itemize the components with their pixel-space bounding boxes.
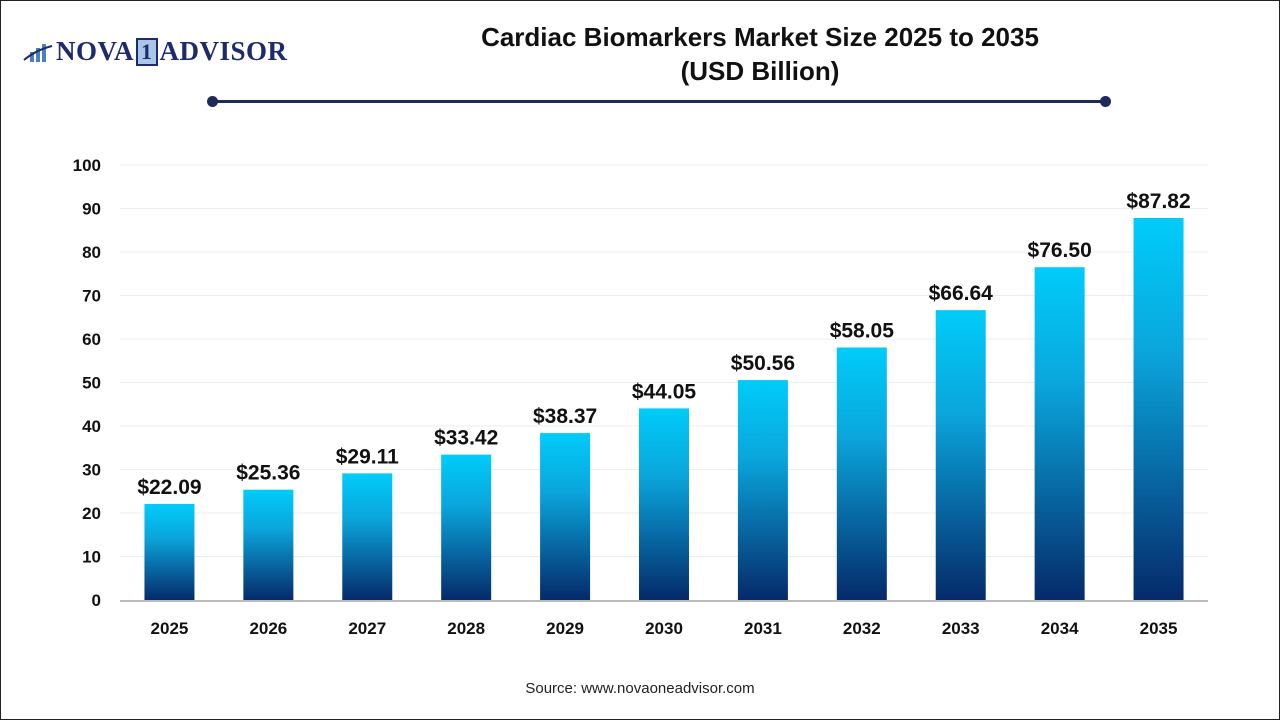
data-label: $25.36 [236, 462, 300, 485]
y-tick-label: 70 [82, 287, 101, 306]
y-tick-label: 90 [82, 200, 101, 219]
bar [342, 473, 393, 600]
data-label: $38.37 [533, 405, 597, 428]
x-tick-label: 2032 [843, 619, 881, 638]
data-label: $44.05 [632, 380, 697, 403]
y-tick-label: 80 [82, 243, 101, 262]
chart-title: Cardiac Biomarkers Market Size 2025 to 2… [380, 20, 1140, 88]
x-tick-label: 2034 [1041, 619, 1079, 638]
x-tick-label: 2035 [1140, 619, 1178, 638]
y-tick-label: 40 [82, 417, 101, 436]
source-text: Source: www.novaoneadvisor.com [525, 680, 755, 697]
divider-dot-left [207, 96, 218, 107]
y-tick-label: 60 [82, 330, 101, 349]
x-tick-label: 2029 [546, 619, 584, 638]
bar [836, 347, 887, 600]
x-tick-label: 2028 [447, 619, 485, 638]
data-label: $58.05 [830, 319, 895, 342]
bar [540, 433, 591, 600]
bar [935, 310, 986, 600]
x-tick-label: 2027 [348, 619, 386, 638]
y-tick-label: 0 [92, 591, 101, 610]
bar [639, 408, 689, 600]
x-tick-label: 2031 [744, 619, 782, 638]
x-tick-label: 2026 [249, 619, 287, 638]
y-tick-label: 10 [82, 548, 101, 567]
data-label: $22.09 [137, 476, 201, 499]
bar [441, 454, 492, 600]
chart-subtitle: (USD Billion) [680, 56, 840, 86]
x-tick-label: 2033 [942, 619, 980, 638]
title-divider [212, 100, 1106, 103]
bar [737, 380, 788, 600]
x-tick-label: 2030 [645, 619, 683, 638]
bar [1133, 217, 1184, 600]
bar [243, 489, 294, 600]
divider-dot-right [1100, 96, 1111, 107]
logo-text-nova: NOVA [56, 36, 135, 66]
data-label: $87.82 [1126, 190, 1190, 213]
data-label: $29.11 [336, 445, 399, 468]
logo-text-advisor: ADVISOR [159, 36, 288, 66]
chart-title-main: Cardiac Biomarkers Market Size 2025 to 2… [481, 22, 1039, 52]
x-tick-label: 2025 [151, 619, 189, 638]
y-tick-label: 20 [82, 504, 101, 523]
bar [144, 503, 195, 600]
logo-one-box: 1 [136, 37, 158, 66]
data-label: $76.50 [1028, 239, 1092, 262]
bar [1034, 267, 1085, 600]
data-label: $33.42 [434, 427, 498, 450]
data-label: $50.56 [731, 352, 795, 375]
y-tick-label: 30 [82, 461, 101, 480]
data-label: $66.64 [929, 282, 994, 305]
y-tick-label: 100 [73, 156, 101, 175]
y-tick-label: 50 [82, 374, 101, 393]
logo: NOVA 1 ADVISOR [22, 36, 288, 67]
bar-chart-logo-icon [23, 43, 53, 62]
